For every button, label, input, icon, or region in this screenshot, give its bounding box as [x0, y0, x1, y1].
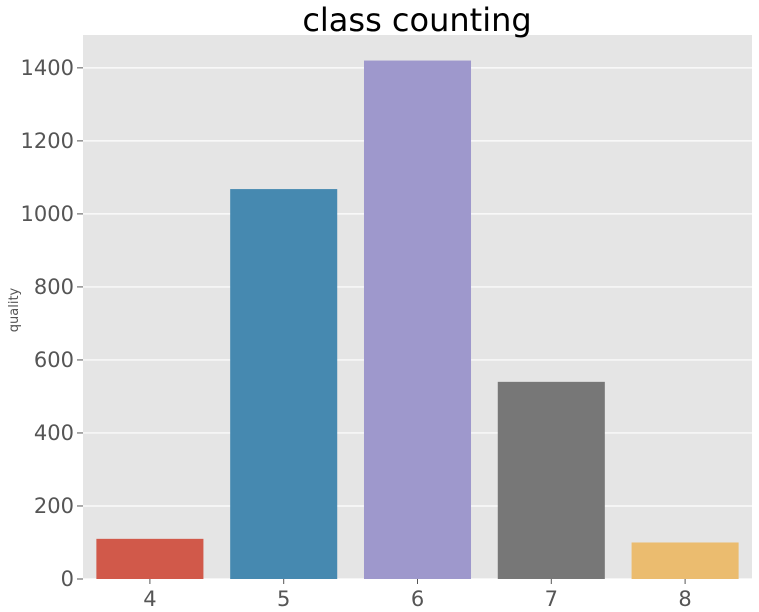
y-tick-label: 0	[61, 567, 74, 591]
x-tick-label: 8	[678, 587, 691, 611]
y-tick-label: 600	[34, 348, 74, 372]
bars	[96, 60, 739, 579]
bar-7	[497, 381, 605, 579]
y-axis-label: quality	[7, 287, 22, 332]
x-tick-label: 5	[277, 587, 290, 611]
y-tick-label: 800	[34, 275, 74, 299]
bar-4	[96, 538, 204, 579]
y-tick-label: 1400	[21, 56, 74, 80]
x-axis-ticks: 4 5 6 7 8	[143, 579, 692, 611]
y-tick-label: 1200	[21, 129, 74, 153]
x-tick-label: 7	[545, 587, 558, 611]
bar-8	[631, 542, 739, 579]
bar-6	[363, 60, 472, 579]
bar-5	[230, 189, 338, 579]
y-axis-ticks: 0 200 400 600 800 1000 1200 1400	[21, 56, 83, 591]
y-tick-label: 1000	[21, 202, 74, 226]
chart-title: class counting	[302, 1, 531, 39]
x-tick-label: 4	[143, 587, 156, 611]
x-tick-label: 6	[411, 587, 424, 611]
y-tick-label: 400	[34, 421, 74, 445]
y-tick-label: 200	[34, 494, 74, 518]
